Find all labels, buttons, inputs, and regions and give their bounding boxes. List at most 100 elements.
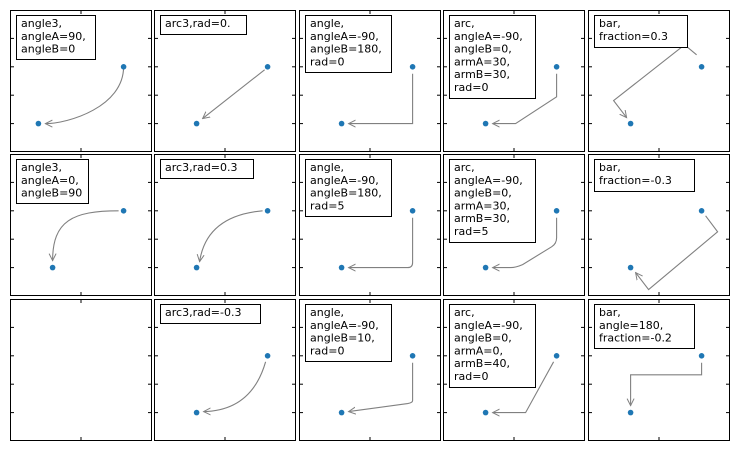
data-point bbox=[35, 120, 42, 127]
connection-label: arc3,rad=-0.3 bbox=[160, 304, 261, 324]
panel-1-5: bar,fraction=0.3 bbox=[588, 10, 730, 152]
label-line: arc3,rad=0.3 bbox=[165, 161, 238, 174]
label-line: angleB=10, bbox=[310, 332, 375, 345]
connection-label: angle,angleA=-90,angleB=10,rad=0 bbox=[305, 304, 392, 362]
connector-arrow bbox=[53, 210, 119, 261]
label-line: bar, bbox=[599, 161, 621, 174]
connector-arrow bbox=[636, 215, 719, 291]
connection-label: arc,angleA=-90,angleB=0,armA=30,armB=30,… bbox=[449, 15, 536, 99]
connector-arrow bbox=[203, 69, 265, 119]
data-point bbox=[698, 64, 705, 70]
label-box bbox=[449, 159, 536, 243]
label-line: angleB=0, bbox=[454, 332, 512, 345]
data-point bbox=[338, 409, 345, 416]
label-box bbox=[305, 304, 392, 362]
panel-1-1: angle3,angleA=90,angleB=0 bbox=[10, 10, 152, 152]
label-line: armA=0, bbox=[454, 344, 503, 357]
panel-2-2: arc3,rad=0.3 bbox=[154, 154, 296, 296]
connection-label: angle3,angleA=90,angleB=0 bbox=[16, 15, 96, 60]
label-box bbox=[594, 159, 695, 192]
label-line: angleB=0, bbox=[454, 187, 512, 200]
connector-arrow bbox=[493, 73, 558, 124]
label-line: armA=30, bbox=[454, 55, 510, 68]
data-point bbox=[193, 120, 200, 127]
label-line: bar, bbox=[599, 306, 621, 319]
label-line: angle, bbox=[310, 17, 344, 30]
data-point bbox=[627, 264, 634, 271]
label-box bbox=[160, 159, 254, 179]
label-line: angleA=0, bbox=[21, 174, 79, 187]
connection-label: arc3,rad=0.3 bbox=[160, 159, 254, 179]
data-point bbox=[553, 353, 560, 359]
label-line: rad=0 bbox=[310, 55, 344, 68]
label-line: angle, bbox=[310, 306, 344, 319]
data-point bbox=[193, 409, 200, 416]
data-point bbox=[264, 353, 271, 359]
label-line: angle=180, bbox=[599, 319, 663, 332]
connection-label: arc3,rad=0. bbox=[160, 15, 247, 35]
label-line: armA=30, bbox=[454, 199, 510, 212]
label-box bbox=[449, 304, 536, 388]
label-line: rad=5 bbox=[454, 225, 488, 238]
data-point bbox=[264, 64, 271, 70]
label-line: angleB=0, bbox=[454, 43, 512, 56]
data-point bbox=[49, 264, 56, 271]
label-line: armB=30, bbox=[454, 68, 510, 81]
label-line: armB=30, bbox=[454, 212, 510, 225]
data-point bbox=[120, 208, 127, 214]
panel-1-2: arc3,rad=0. bbox=[154, 10, 296, 152]
label-box bbox=[449, 15, 536, 99]
data-point bbox=[627, 409, 634, 416]
label-line: angleA=-90, bbox=[310, 30, 379, 43]
connection-label: angle3,angleA=0,angleB=90 bbox=[16, 159, 89, 204]
data-point bbox=[338, 264, 345, 271]
label-line: angle3, bbox=[21, 17, 62, 30]
data-point bbox=[698, 208, 705, 214]
label-line: fraction=0.3 bbox=[599, 30, 668, 43]
label-line: arc3,rad=0. bbox=[165, 17, 231, 30]
panel-1-4: arc,angleA=-90,angleB=0,armA=30,armB=30,… bbox=[443, 10, 585, 152]
label-box bbox=[594, 304, 695, 349]
label-line: angleA=-90, bbox=[454, 319, 523, 332]
data-point bbox=[409, 353, 416, 359]
connector-arrow bbox=[45, 66, 125, 124]
label-line: arc, bbox=[454, 306, 475, 319]
panel-3-2: arc3,rad=-0.3 bbox=[154, 299, 296, 441]
label-line: rad=0 bbox=[454, 370, 488, 383]
label-line: angleA=90, bbox=[21, 30, 86, 43]
panel-3-3: angle,angleA=-90,angleB=10,rad=0 bbox=[299, 299, 441, 441]
connector-arrow bbox=[349, 217, 414, 268]
label-box bbox=[305, 15, 392, 73]
panel-3-1 bbox=[10, 299, 152, 441]
label-line: angleB=0 bbox=[21, 43, 75, 56]
panel-1-3: angle,angleA=-90,angleB=180,rad=0 bbox=[299, 10, 441, 152]
data-point bbox=[553, 208, 560, 214]
data-point bbox=[698, 353, 705, 359]
label-line: angleB=90 bbox=[21, 187, 82, 200]
label-line: arc3,rad=-0.3 bbox=[165, 306, 242, 319]
data-point bbox=[264, 208, 271, 214]
label-line: armB=40, bbox=[454, 357, 510, 370]
label-line: angleA=-90, bbox=[310, 174, 379, 187]
connection-label: arc,angleA=-90,angleB=0,armA=0,armB=40,r… bbox=[449, 304, 536, 388]
label-line: angle, bbox=[310, 161, 344, 174]
connector-arrow bbox=[493, 217, 558, 268]
label-line: arc, bbox=[454, 17, 475, 30]
panel-2-4: arc,angleA=-90,angleB=0,armA=30,armB=30,… bbox=[443, 154, 585, 296]
label-line: fraction=-0.2 bbox=[599, 332, 672, 345]
label-box bbox=[305, 159, 392, 217]
connector-arrow bbox=[631, 362, 703, 406]
label-line: angleB=180, bbox=[310, 43, 382, 56]
panel-2-1: angle3,angleA=0,angleB=90 bbox=[10, 154, 152, 296]
label-line: angleB=180, bbox=[310, 187, 382, 200]
data-point bbox=[482, 120, 489, 127]
label-line: angleA=-90, bbox=[310, 319, 379, 332]
data-point bbox=[338, 120, 345, 127]
panel-3-5: bar,angle=180,fraction=-0.2 bbox=[588, 299, 730, 441]
data-point bbox=[120, 64, 127, 70]
connector-arrow bbox=[493, 361, 555, 413]
connection-label: bar,angle=180,fraction=-0.2 bbox=[594, 304, 695, 349]
data-point bbox=[482, 264, 489, 271]
panel-2-3: angle,angleA=-90,angleB=180,rad=5 bbox=[299, 154, 441, 296]
